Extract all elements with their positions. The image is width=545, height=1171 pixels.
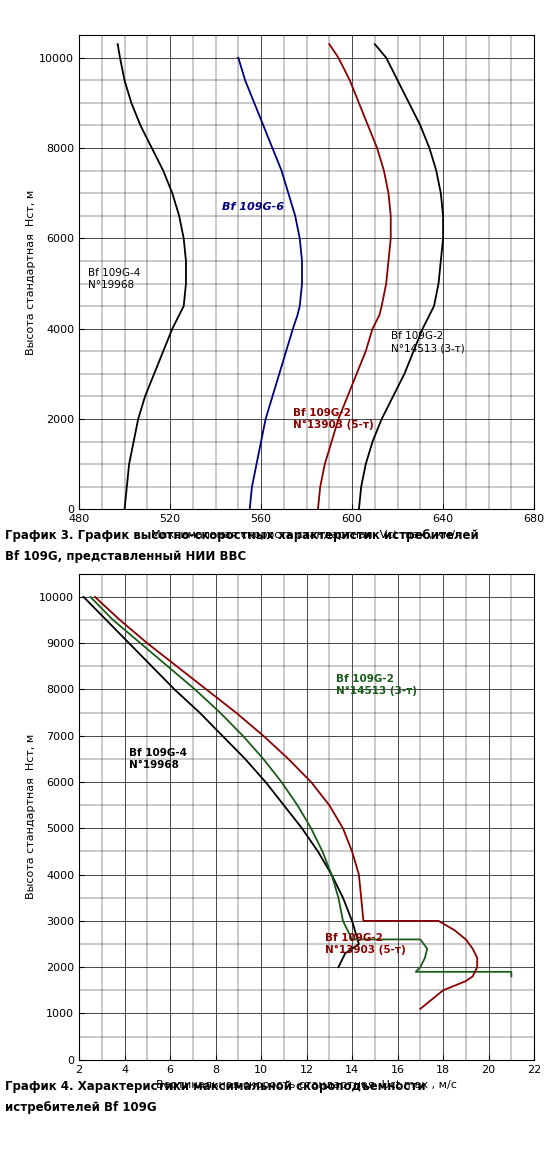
Text: Bf 109G-6: Bf 109G-6 [222, 201, 284, 212]
Text: Bf 109G, представленный НИИ ВВС: Bf 109G, представленный НИИ ВВС [5, 550, 247, 563]
X-axis label: Максимальная скорость стандартная  Vct max , км/ч: Максимальная скорость стандартная Vct ma… [152, 529, 462, 540]
Text: График 3. График высотно-скоростных характеристик истребителей: График 3. График высотно-скоростных хара… [5, 529, 479, 542]
Text: Bf 109G-2
N°13903 (5-т): Bf 109G-2 N°13903 (5-т) [293, 409, 374, 430]
Text: Bf 109G-4
N°19968: Bf 109G-4 N°19968 [129, 748, 187, 769]
Text: Bf 109G-2
N°13903 (5-т): Bf 109G-2 N°13903 (5-т) [325, 933, 405, 954]
X-axis label: Вертикальная скорость стандартная  Uct max , м/с: Вертикальная скорость стандартная Uct ma… [156, 1080, 457, 1090]
Text: истребителей Bf 109G: истребителей Bf 109G [5, 1101, 157, 1114]
Text: Bf 109G-4
N°19968: Bf 109G-4 N°19968 [88, 268, 141, 290]
Text: Bf 109G-2
N°14513 (3-т): Bf 109G-2 N°14513 (3-т) [391, 331, 464, 354]
Y-axis label: Высота стандартная  Нст, м: Высота стандартная Нст, м [26, 734, 37, 899]
Y-axis label: Высота стандартная  Нст, м: Высота стандартная Нст, м [26, 190, 37, 355]
Text: График 4. Характеристики максимальной скороподъемности: График 4. Характеристики максимальной ск… [5, 1080, 426, 1093]
Text: Bf 109G-2
N°14513 (3-т): Bf 109G-2 N°14513 (3-т) [336, 674, 417, 696]
